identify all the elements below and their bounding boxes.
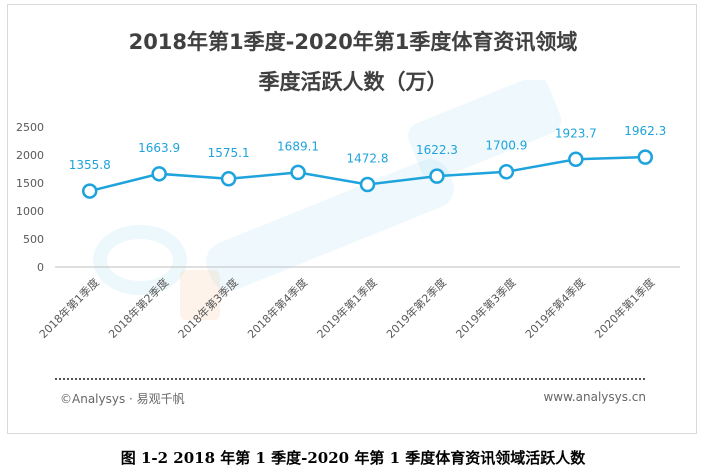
data-point	[290, 164, 306, 181]
x-tick-label: 2020年第1季度	[592, 275, 658, 341]
website-link[interactable]: www.analysys.cn	[543, 390, 646, 404]
y-tick-label: 0	[37, 261, 44, 274]
data-label: 1923.7	[555, 126, 597, 140]
x-tick-label: 2018年第4季度	[244, 275, 310, 341]
data-label: 1700.9	[485, 139, 527, 153]
data-label: 1689.1	[277, 139, 319, 153]
data-label: 1622.3	[416, 143, 458, 157]
x-tick-label: 2018年第1季度	[36, 275, 102, 341]
y-tick-label: 2000	[16, 149, 44, 162]
data-point	[637, 149, 654, 165]
data-label: 1663.9	[138, 141, 180, 155]
x-tick-label: 2019年第1季度	[314, 275, 380, 341]
chart-subtitle: 季度活跃人数（万）	[258, 70, 448, 94]
x-tick-label: 2019年第3季度	[453, 275, 519, 341]
x-tick-label: 2019年第4季度	[522, 275, 588, 341]
data-point	[81, 183, 98, 199]
data-point	[498, 163, 515, 180]
y-tick-label: 1000	[16, 205, 44, 218]
source-label: ©Analysys · 易观千帆	[60, 392, 185, 406]
data-label: 1355.8	[69, 158, 111, 172]
data-point	[359, 176, 376, 193]
y-tick-label: 2500	[16, 121, 44, 134]
data-label: 1962.3	[624, 124, 666, 138]
data-point	[568, 151, 584, 168]
data-point	[429, 168, 445, 184]
data-label: 1472.8	[347, 152, 389, 166]
chart-frame	[7, 4, 697, 434]
y-tick-label: 500	[23, 233, 44, 246]
data-point	[220, 171, 237, 187]
x-tick-label: 2019年第2季度	[383, 275, 449, 341]
x-tick-label: 2018年第3季度	[175, 275, 241, 341]
chart-title: 2018年第1季度-2020年第1季度体育资讯领域	[128, 30, 578, 54]
data-point	[151, 166, 167, 182]
footer-divider	[55, 378, 645, 380]
figure-caption: 图 1-2 2018 年第 1 季度-2020 年第 1 季度体育资讯领域活跃人…	[120, 449, 586, 467]
y-tick-label: 1500	[16, 177, 44, 190]
x-tick-label: 2018年第2季度	[106, 275, 172, 341]
data-label: 1575.1	[208, 146, 250, 160]
